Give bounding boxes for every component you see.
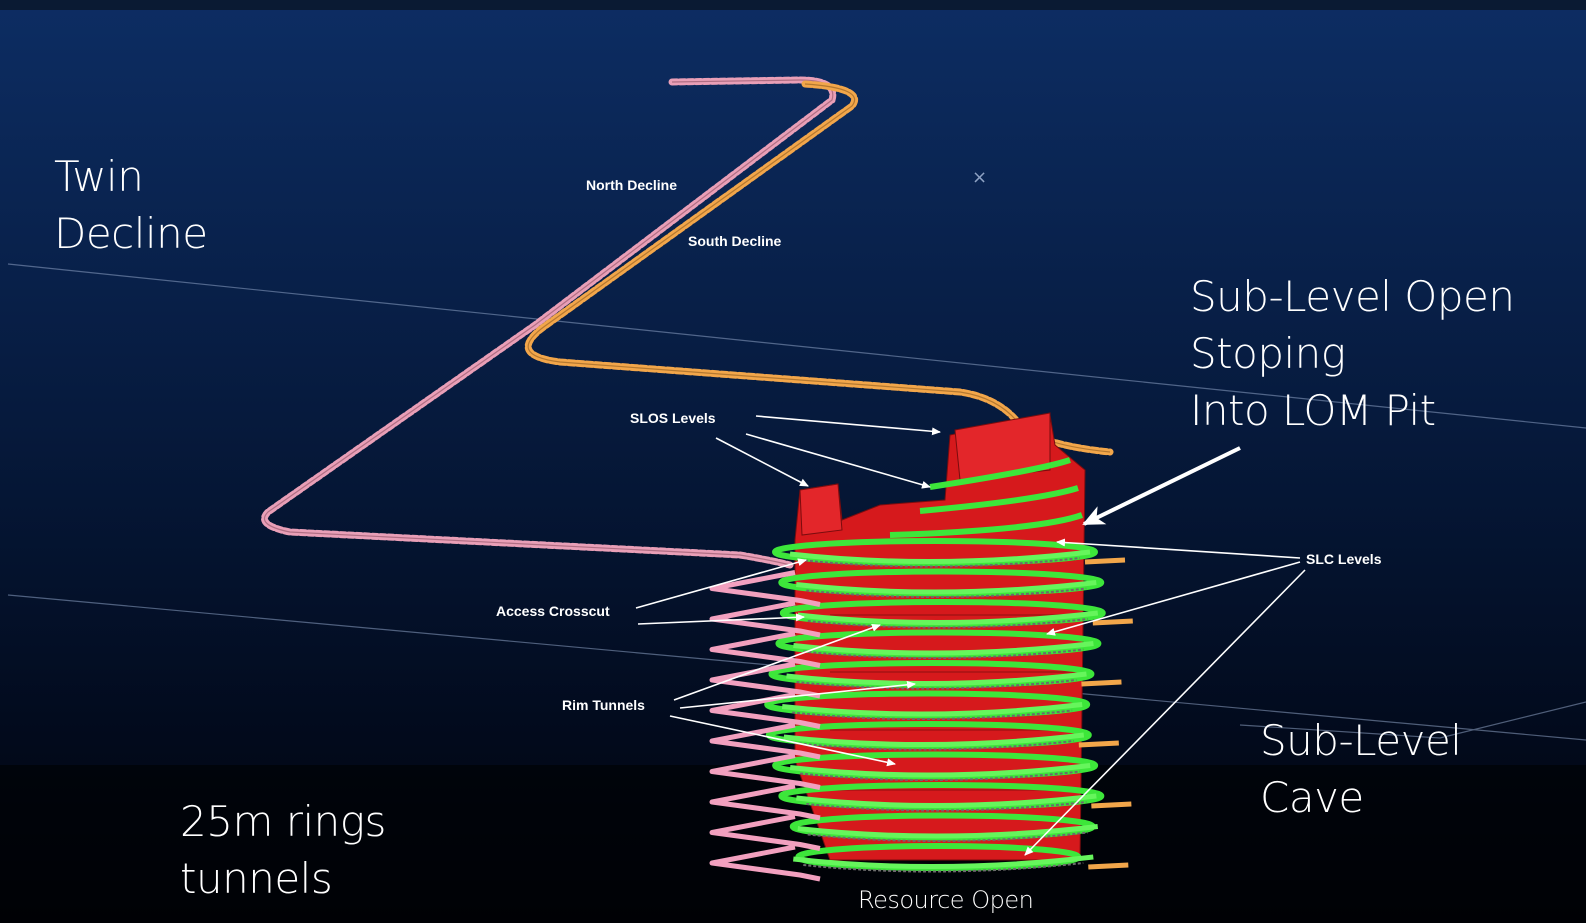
rim-tunnel: [709, 631, 821, 668]
access-crosscut-label: Access Crosscut: [496, 603, 610, 619]
access-stubs: [1078, 557, 1133, 870]
top-bar: [0, 0, 1586, 10]
access-stub: [1091, 801, 1132, 809]
north-decline-label: North Decline: [586, 177, 678, 193]
slc-level-band: [797, 610, 1099, 626]
slc-level-band: [781, 702, 1083, 717]
south-decline-label: South Decline: [688, 233, 782, 249]
resource-caption: Resource Open: [858, 886, 1034, 914]
slc-level-band: [783, 732, 1085, 748]
access-stub: [1092, 618, 1133, 626]
slc-level-rib: [803, 648, 1084, 660]
slc-level-rib: [803, 862, 1084, 873]
access-stub: [1084, 557, 1126, 565]
access-stub: [1088, 862, 1129, 870]
slc-level-rib: [807, 618, 1088, 629]
slc-level-rib: [792, 709, 1073, 721]
slc-level-band: [796, 793, 1097, 809]
rim-tunnel: [709, 600, 821, 638]
slc-level-band: [795, 580, 1097, 595]
slc-level-band: [797, 824, 1099, 839]
rim-tunnel: [709, 692, 821, 729]
pointer-lines: [635, 415, 1306, 856]
slc-level-band: [793, 854, 1094, 870]
rim-tunnel: [709, 844, 821, 882]
rings-title: 25m rings tunnels: [180, 797, 386, 903]
rim-tunnel: [709, 814, 821, 851]
slc-level-rib: [799, 557, 1081, 568]
slc-levels-label: SLC Levels: [1306, 551, 1382, 567]
slc-level-band: [786, 671, 1087, 687]
rim-tunnels-label: Rim Tunnels: [562, 697, 645, 713]
slc-level-rib: [793, 740, 1074, 751]
slc-title: Sub-Level Cave: [1260, 716, 1462, 822]
slc-level-band: [789, 763, 1091, 778]
rim-tunnel: [709, 570, 821, 607]
slos-title: Sub-Level Open Stoping Into LOM Pit: [1190, 272, 1515, 435]
cross-marker: ×: [972, 167, 987, 188]
slc-level-rib: [796, 679, 1077, 690]
slc-level-rib: [800, 770, 1081, 782]
slc-rings: [764, 538, 1106, 873]
slc-level-rib: [806, 587, 1087, 599]
slos-levels-label: SLOS Levels: [630, 410, 716, 426]
slc-level-band: [793, 641, 1094, 656]
rim-tunnel: [709, 753, 821, 790]
access-stub: [1081, 679, 1122, 687]
slc-level-rib: [807, 831, 1088, 843]
twin-decline-title: Twin Decline: [54, 152, 208, 258]
slos-big-arrow: [1082, 446, 1241, 526]
slc-level-rib: [806, 801, 1087, 812]
rim-tunnel: [709, 783, 821, 821]
access-stub: [1078, 740, 1119, 748]
slos-rings: [889, 457, 1084, 538]
slc-level-band: [789, 549, 1091, 565]
